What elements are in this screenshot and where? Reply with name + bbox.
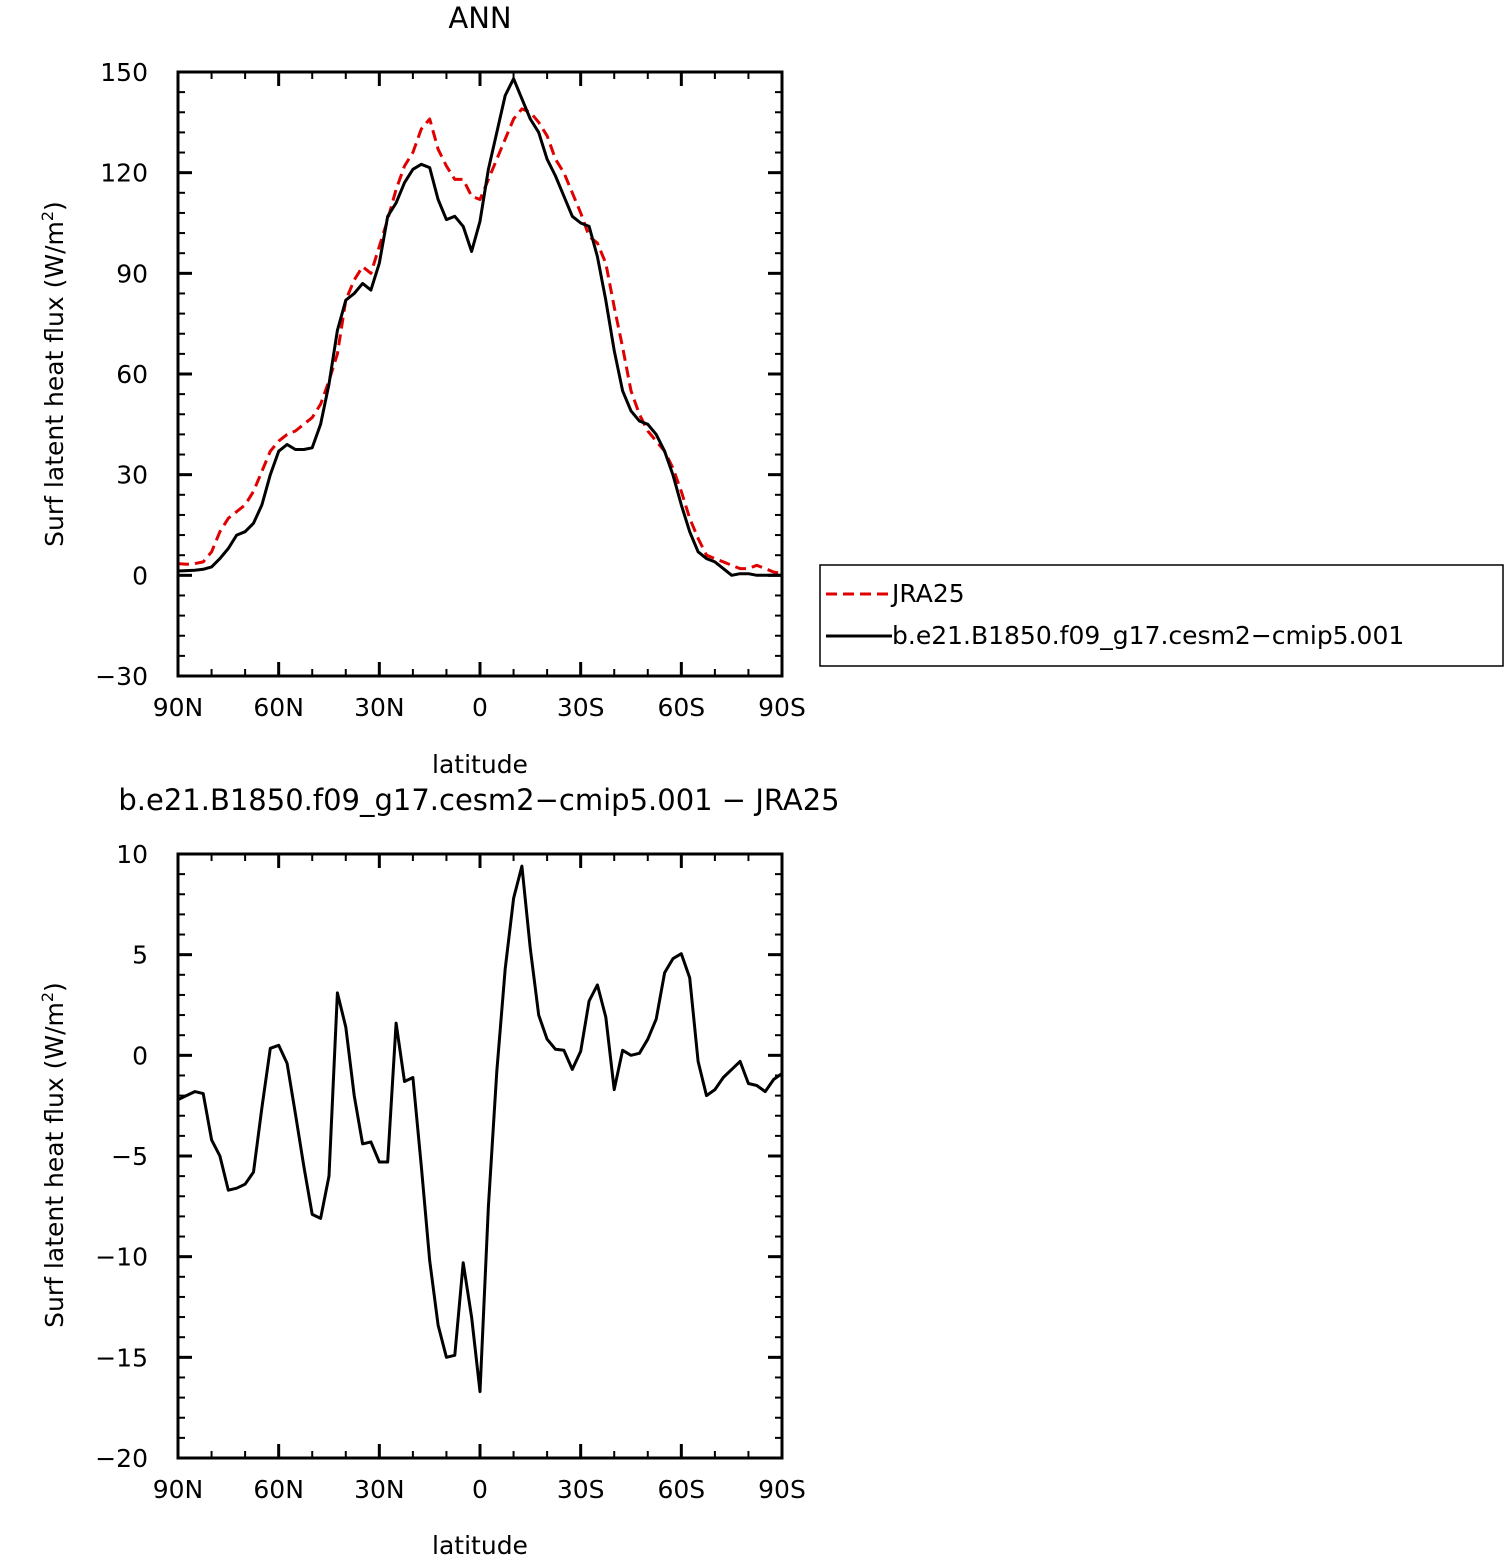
bottom-y-tick-label: −20 bbox=[95, 1444, 148, 1473]
bottom-x-tick-label: 60N bbox=[253, 1475, 304, 1504]
top-y-tick-label: −30 bbox=[95, 662, 148, 691]
bottom-y-tick-label: −10 bbox=[95, 1243, 148, 1272]
bottom-plot-marks bbox=[177, 864, 783, 1394]
top-y-axis-label-main: Surf latent heat flux (W/m bbox=[40, 221, 69, 547]
top-plot-frame bbox=[176, 70, 784, 678]
bottom-series-line-0 bbox=[177, 864, 783, 1394]
bottom-x-tick-label: 60S bbox=[657, 1475, 705, 1504]
top-plot-marks bbox=[177, 77, 783, 577]
bottom-x-tick-label: 0 bbox=[472, 1475, 488, 1504]
top-y-axis-label-superscript: 2 bbox=[38, 211, 57, 221]
top-y-tick-label: 30 bbox=[116, 461, 148, 490]
bottom-y-tick-label: 0 bbox=[132, 1041, 148, 1070]
bottom-y-axis-label: Surf latent heat flux (W/m2) bbox=[38, 982, 69, 1328]
bottom-chart-title: b.e21.B1850.f09_g17.cesm2−cmip5.001 − JR… bbox=[118, 783, 839, 817]
bottom-y-axis-label-close: ) bbox=[40, 982, 69, 992]
top-panel: ANN 90N 60N 30N 0 30S 60S 90S−300306090120150 … bbox=[38, 1, 806, 779]
legend-box bbox=[819, 564, 1504, 667]
bottom-x-tick-label: 90N bbox=[153, 1475, 204, 1504]
top-y-axis-label: Surf latent heat flux (W/m2) bbox=[38, 201, 69, 547]
bottom-y-axis-label-main: Surf latent heat flux (W/m bbox=[40, 1002, 69, 1328]
top-x-tick-label: 30S bbox=[557, 693, 605, 722]
legend-label-cesm2: b.e21.B1850.f09_g17.cesm2−cmip5.001 bbox=[892, 621, 1404, 650]
top-axis-ticks: 90N 60N 30N 0 30S 60S 90S −30 0 30 60 90 120 150 bbox=[95, 58, 806, 722]
bottom-x-tick-label: 30S bbox=[557, 1475, 605, 1504]
bottom-x-tick-label: 90S bbox=[758, 1475, 806, 1504]
bottom-x-axis-label: latitude bbox=[432, 1531, 528, 1560]
top-x-tick-label: 90N bbox=[153, 693, 204, 722]
top-y-tick-label: 60 bbox=[116, 360, 148, 389]
bottom-y-tick-label: −5 bbox=[111, 1142, 148, 1171]
top-x-tick-label: 60S bbox=[657, 693, 705, 722]
bottom-y-tick-label: 10 bbox=[116, 840, 148, 869]
top-series-line-1 bbox=[177, 77, 782, 577]
top-y-tick-label: 0 bbox=[132, 561, 148, 590]
bottom-panel: b.e21.B1850.f09_g17.cesm2−cmip5.001 − JR… bbox=[38, 783, 840, 1560]
bottom-y-tick-label: 5 bbox=[132, 941, 148, 970]
top-y-tick-label: 90 bbox=[116, 259, 148, 288]
top-chart-title: ANN bbox=[448, 1, 511, 35]
bottom-y-tick-label: −15 bbox=[95, 1343, 148, 1372]
top-y-tick-label: 120 bbox=[100, 159, 148, 188]
legend: JRA25 b.e21.B1850.f09_g17.cesm2−cmip5.00… bbox=[819, 564, 1504, 667]
top-y-tick-label: 150 bbox=[100, 58, 148, 87]
top-x-axis-label: latitude bbox=[432, 750, 528, 779]
legend-label-jra25: JRA25 bbox=[890, 579, 965, 608]
top-x-tick-label: 30N bbox=[354, 693, 405, 722]
top-x-tick-label: 0 bbox=[472, 693, 488, 722]
bottom-x-tick-label: 30N bbox=[354, 1475, 405, 1504]
bottom-y-axis-label-superscript: 2 bbox=[38, 992, 57, 1002]
bottom-axis-ticks: 90N 60N 30N 0 30S 60S 90S −20 −15 −10 −5 0 5 10 bbox=[95, 840, 806, 1504]
top-series-line-0 bbox=[177, 107, 783, 576]
top-x-tick-label: 60N bbox=[253, 693, 304, 722]
top-x-tick-label: 90S bbox=[758, 693, 806, 722]
top-y-axis-label-close: ) bbox=[40, 201, 69, 211]
